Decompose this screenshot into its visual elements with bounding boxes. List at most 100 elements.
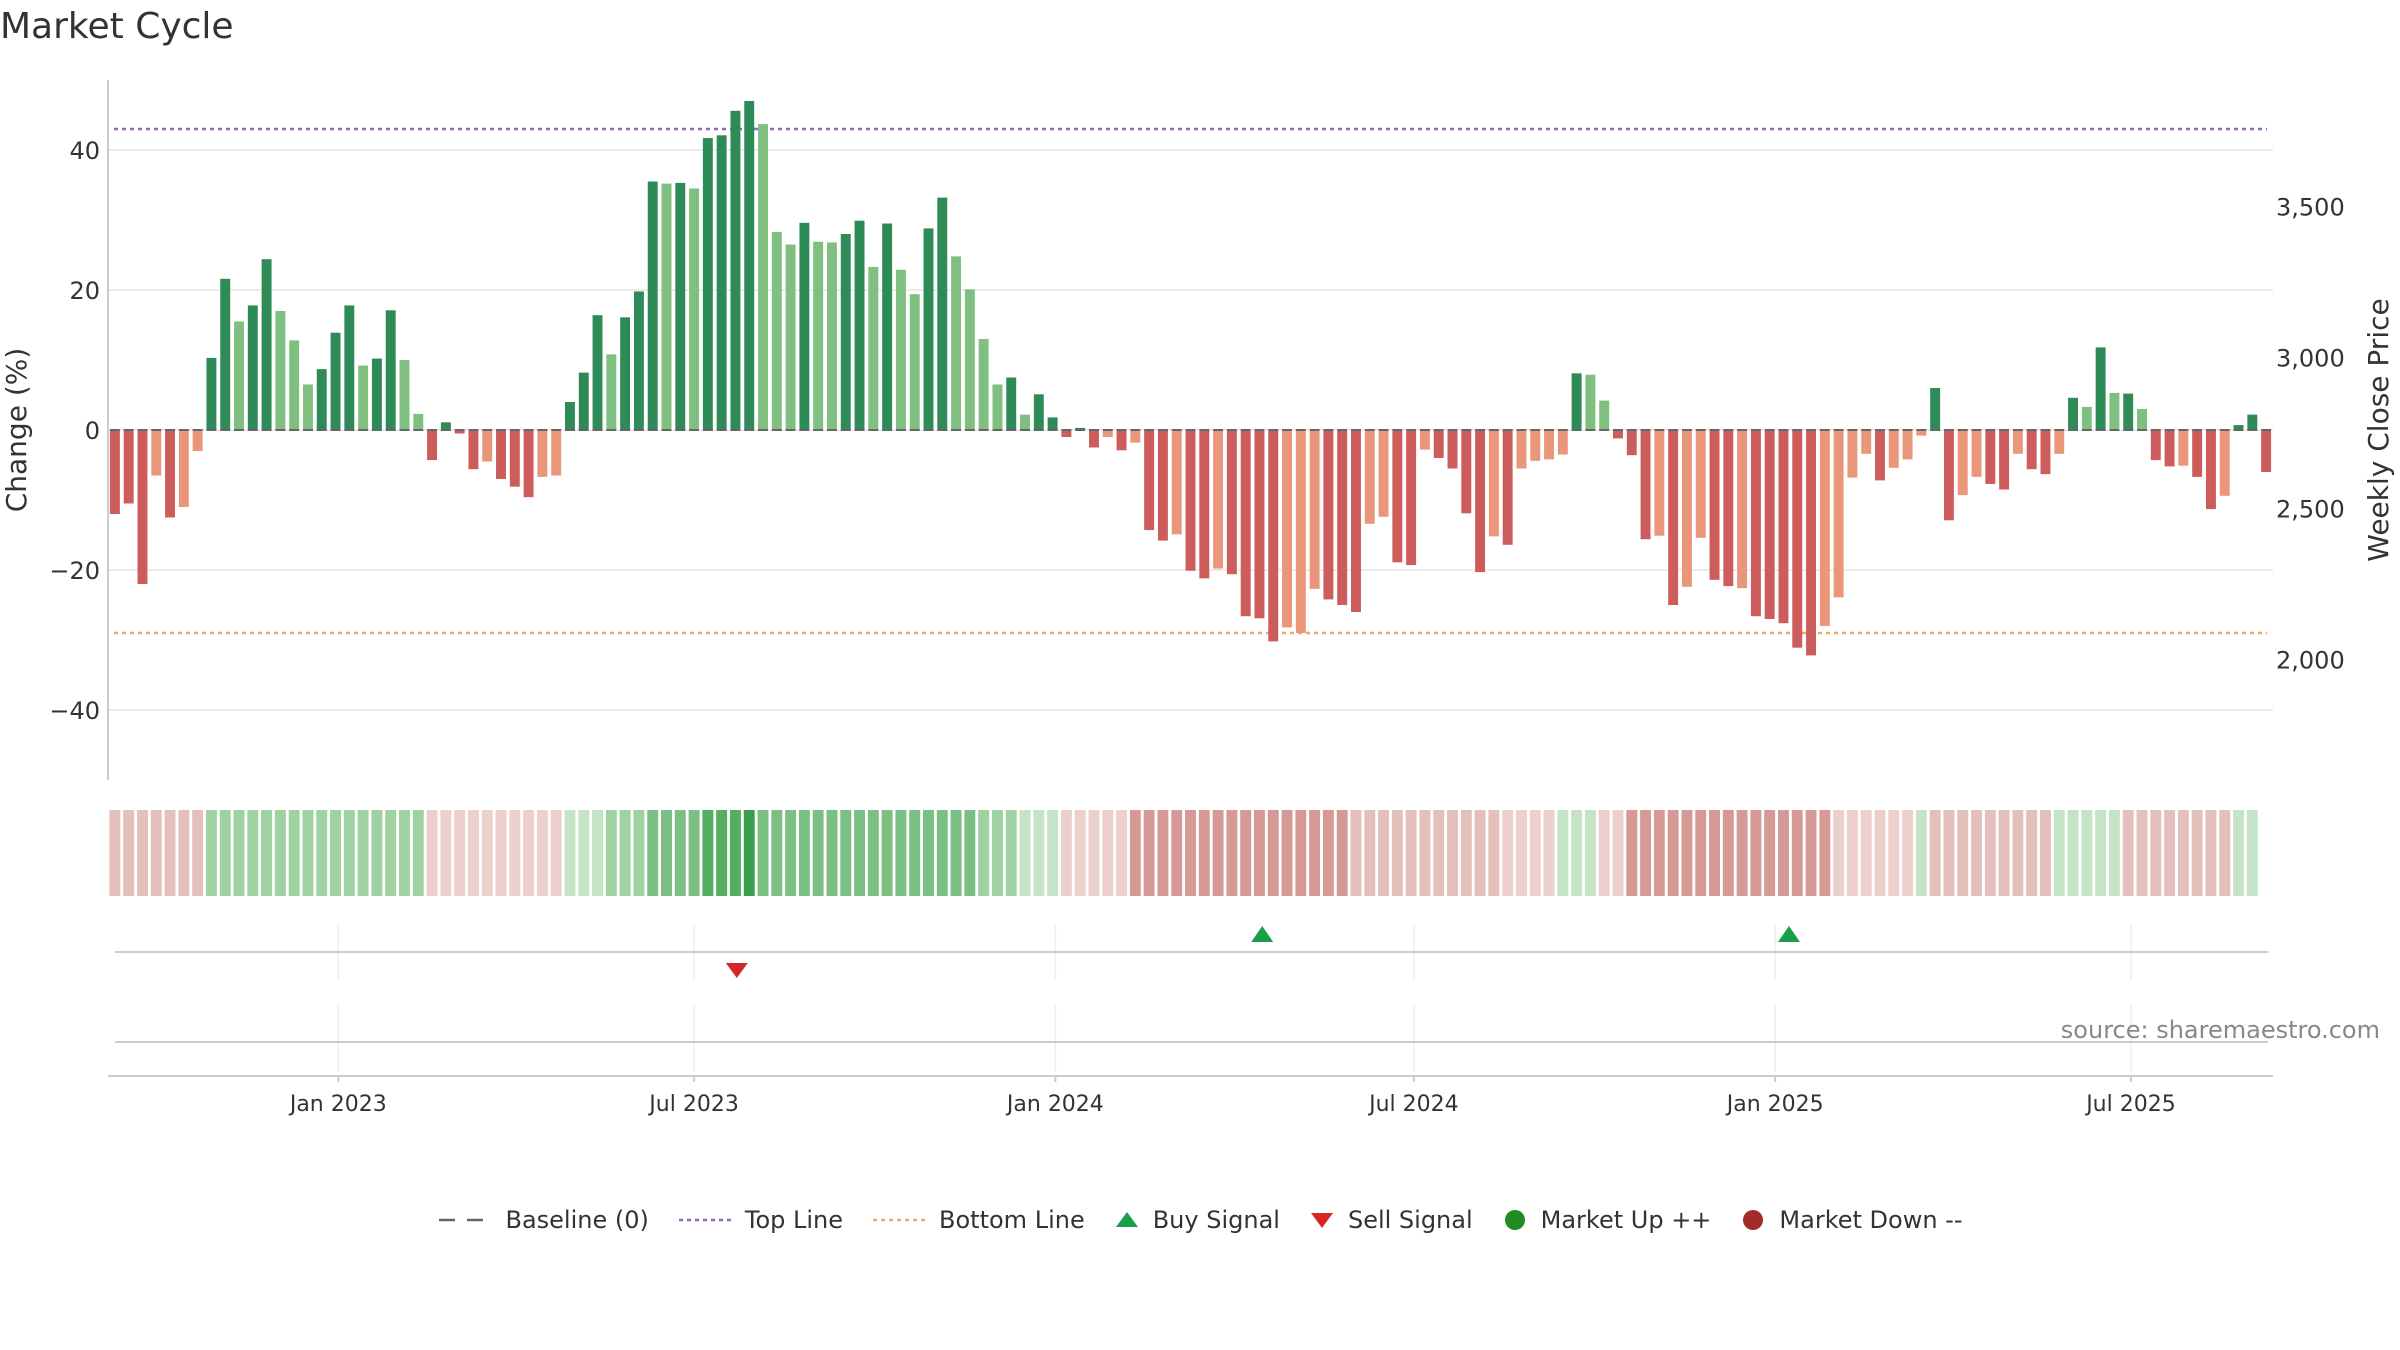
heat-cell (495, 810, 507, 896)
heat-cell (716, 810, 728, 896)
bar (702, 138, 713, 430)
bar (978, 339, 989, 430)
bar (1199, 430, 1210, 579)
bar (454, 430, 465, 434)
heat-cell (798, 810, 810, 896)
heat-cell (1777, 810, 1789, 896)
bar (178, 430, 189, 507)
heat-cell (219, 810, 231, 896)
bar (1792, 430, 1803, 648)
bar (951, 256, 962, 430)
heat-cell (936, 810, 948, 896)
bar (275, 311, 286, 430)
heat-cell (467, 810, 479, 896)
bar (1075, 427, 1086, 430)
heat-cell (1529, 810, 1541, 896)
bar (1709, 430, 1720, 580)
heat-cell (1612, 810, 1624, 896)
bar (1295, 430, 1306, 633)
bar (606, 354, 617, 430)
bar (895, 269, 906, 430)
bar (1695, 430, 1706, 538)
y2-tick-label: 2,500 (2276, 495, 2345, 523)
heat-cell (2053, 810, 2065, 896)
axes: 40 20 0 −20 −40 3,500 3,000 2,500 2,000 Change (%… (0, 80, 2395, 780)
bar (1020, 414, 1030, 430)
bar (1875, 430, 1885, 481)
heat-cell (1378, 810, 1390, 896)
heat-cell (564, 810, 576, 896)
heat-cell (1019, 810, 1031, 896)
legend-item: Market Down -- (1739, 1206, 1963, 1234)
heat-cell (1640, 810, 1652, 896)
bar (1585, 374, 1596, 430)
bar (923, 228, 934, 430)
heat-cell (592, 810, 604, 896)
heat-cell (1143, 810, 1155, 896)
legend-item: Market Up ++ (1501, 1206, 1711, 1234)
bar (2068, 397, 2079, 430)
heat-cell (261, 810, 273, 896)
bar (371, 358, 382, 430)
bar (482, 430, 493, 462)
bar (1943, 430, 1954, 521)
bar (1116, 430, 1127, 451)
bar (1833, 430, 1844, 598)
heat-cell (1998, 810, 2010, 896)
bar (2178, 430, 2189, 466)
heat-cell (1971, 810, 1982, 896)
heat-cell (1515, 810, 1527, 896)
heat-cell (399, 810, 410, 896)
bar (1254, 430, 1265, 619)
reference-lines (114, 127, 2267, 635)
heat-cell (205, 810, 217, 896)
bar (2137, 409, 2147, 430)
legend-swatch-circle (1504, 1210, 1525, 1230)
bar (2026, 430, 2037, 470)
bar (1006, 377, 1017, 430)
bar (2095, 347, 2106, 430)
bar (496, 430, 506, 479)
bar (716, 135, 727, 431)
heat-cell (909, 810, 921, 896)
bar (661, 183, 672, 430)
heat-cell (1391, 810, 1403, 896)
bar (564, 402, 575, 430)
heat-cell (1584, 810, 1596, 896)
y-tick-label: −40 (49, 697, 100, 725)
legend-label: Sell Signal (1347, 1206, 1473, 1234)
legend-label: Top Line (744, 1206, 844, 1234)
y-tick-label: 20 (69, 277, 100, 305)
heat-cell (826, 810, 838, 896)
heat-cell (1502, 810, 1514, 896)
heat-cell (1185, 810, 1196, 896)
bar (1488, 430, 1499, 537)
x-axis: Jan 2023 Jul 2023 Jan 2024 Jul 2024 Jan 2025… (108, 1075, 2273, 1117)
heat-cell (1709, 810, 1720, 896)
heat-cell (2067, 810, 2079, 896)
legend-label: Market Down -- (1779, 1206, 1963, 1234)
heat-cell (426, 810, 438, 896)
bar (730, 110, 741, 431)
heat-cell (343, 810, 355, 896)
bar (109, 430, 120, 514)
y2-axis-label: Weekly Close Price (2362, 298, 2395, 561)
heat-cell (688, 810, 700, 896)
heat-cell (950, 810, 962, 896)
bar (1930, 388, 1941, 430)
bar (758, 124, 768, 430)
bar (192, 430, 203, 451)
heat-cell (1102, 810, 1114, 896)
heat-cell (2122, 810, 2134, 896)
bar (1240, 430, 1251, 617)
heat-cell (1253, 810, 1265, 896)
legend: Baseline (0) Top Line Bottom Line Buy Signa… (0, 1206, 2400, 1238)
cycle-heat-strip (109, 810, 2258, 896)
heat-cell (1116, 810, 1128, 896)
bar (537, 430, 548, 477)
heat-cell (536, 810, 548, 896)
heat-cell (288, 810, 300, 896)
bar (551, 430, 562, 476)
bar (385, 310, 396, 430)
